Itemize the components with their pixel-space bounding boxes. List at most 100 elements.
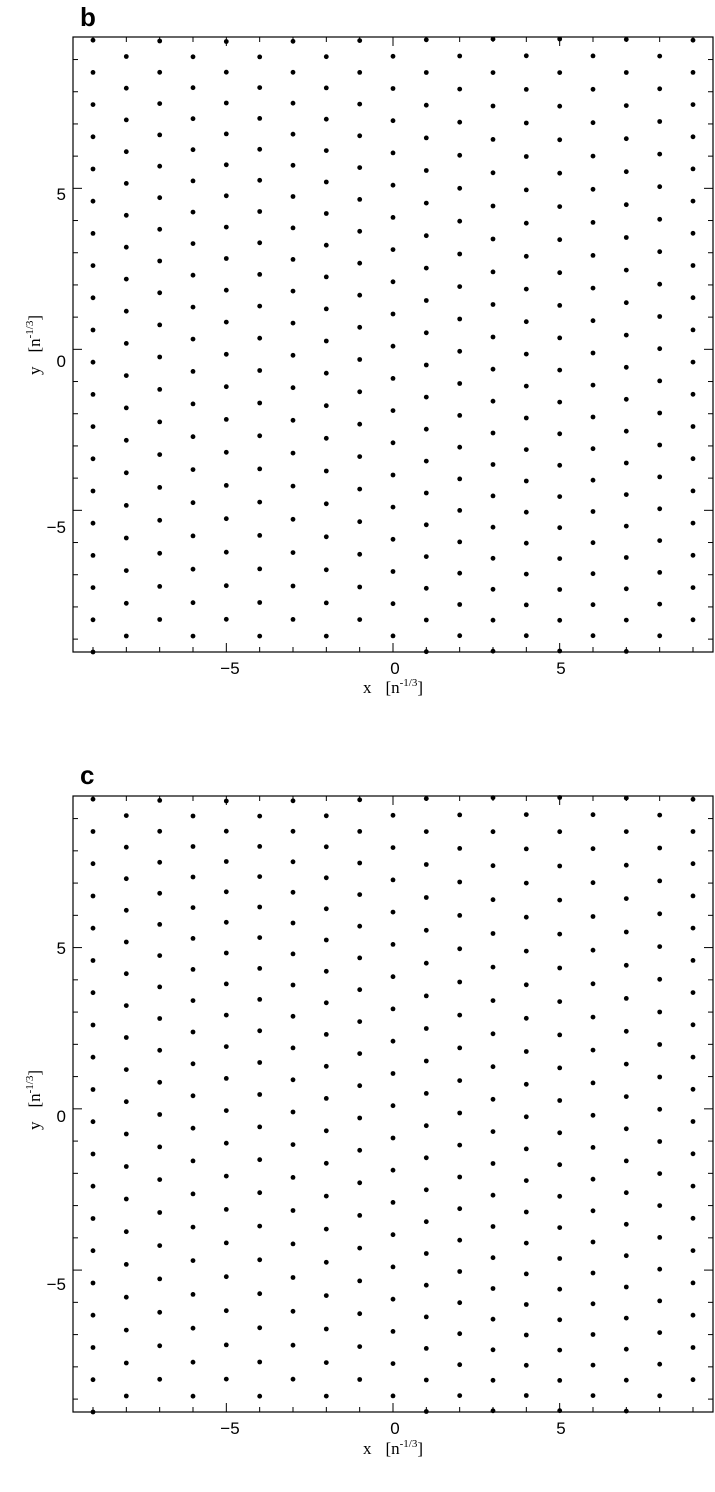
data-point [657,633,663,639]
data-point [290,617,296,622]
data-point [190,1029,196,1035]
data-point [690,1345,696,1350]
data-point [190,500,196,506]
data-point [490,1224,496,1229]
data-point [557,399,563,405]
data-point [423,829,429,834]
data-point [223,351,229,357]
data-point [523,351,529,357]
data-point [157,101,163,106]
data-point [190,147,196,153]
data-point [657,1171,663,1176]
data-point [123,437,129,443]
data-point [157,859,163,865]
data-point [157,1016,163,1021]
data-point [490,1377,496,1383]
data-point [657,570,663,575]
data-point [123,503,129,508]
data-point [690,391,696,397]
data-point [223,193,229,199]
data-point [223,583,229,589]
data-point [90,1280,96,1286]
data-point [657,1009,663,1015]
panel-label: b [80,2,96,32]
data-point [157,258,163,264]
data-point [423,585,429,591]
data-point [357,70,363,75]
data-point [257,400,263,406]
data-point [123,1393,129,1399]
data-point [623,1346,629,1352]
data-point [123,308,129,314]
data-point [523,1393,529,1398]
data-point [690,102,696,107]
data-point [123,1003,129,1008]
data-point [590,914,596,919]
data-point [257,1028,263,1034]
data-point [357,617,363,622]
data-point [490,1192,496,1198]
data-point [90,649,96,655]
data-point [490,170,496,176]
data-point [690,958,696,963]
data-point [123,212,129,218]
data-point [290,798,296,804]
data-point [623,862,629,868]
data-point [257,1223,263,1229]
data-point [157,226,163,232]
data-point [490,524,496,530]
data-point [623,962,629,968]
data-point [357,1213,363,1218]
data-point [590,1270,596,1276]
data-point [390,1071,396,1076]
data-point [457,1110,463,1116]
data-point [290,1077,296,1083]
data-point [323,1128,329,1134]
data-point [157,828,163,834]
data-point [90,893,96,899]
data-point [590,86,596,92]
data-point [523,1114,529,1120]
data-point [657,249,663,255]
data-point [690,1151,696,1157]
data-point [557,525,563,531]
data-point [390,182,396,188]
data-point [623,795,629,801]
data-point [623,586,629,592]
data-point [657,538,663,543]
data-point [157,550,163,556]
data-point [490,829,496,835]
data-point [90,990,96,996]
data-point [123,844,129,850]
data-point [390,376,396,381]
data-point [223,449,229,455]
data-point [157,984,163,990]
data-point [590,846,596,852]
data-point [323,1032,329,1037]
data-point [523,846,529,852]
data-point [357,892,363,897]
data-point [457,570,463,576]
data-point [390,118,396,124]
data-point [257,874,263,879]
data-point [190,1359,196,1365]
data-point [157,1376,163,1382]
data-point [323,242,329,248]
data-point [190,209,196,215]
data-point [657,1042,663,1047]
data-point [590,285,596,291]
data-points [90,36,696,655]
data-point [657,1203,663,1208]
data-point [290,920,296,926]
data-point [390,909,396,915]
data-point [557,70,563,75]
data-point [590,220,596,225]
data-point [557,931,563,937]
data-point [257,335,263,341]
data-point [190,369,196,374]
data-point [390,1329,396,1334]
data-point [590,186,596,192]
data-point [457,381,463,386]
data-point [690,552,696,558]
